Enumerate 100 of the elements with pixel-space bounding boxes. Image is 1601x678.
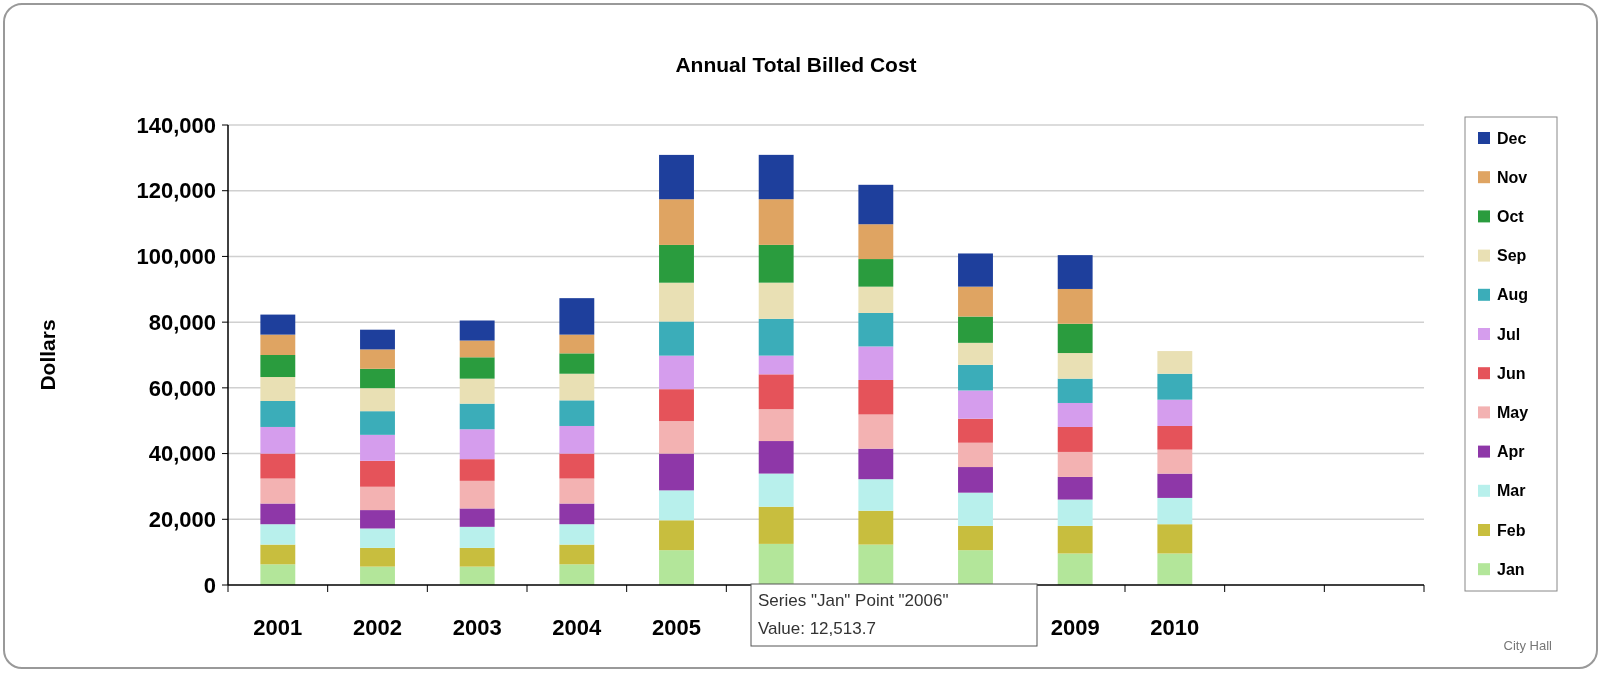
bar bbox=[360, 547, 395, 567]
bar bbox=[758, 543, 794, 585]
bar bbox=[1057, 451, 1093, 477]
y-tick-label: 40,000 bbox=[148, 441, 216, 467]
bar bbox=[1057, 288, 1093, 324]
y-tick-label: 120,000 bbox=[136, 178, 216, 204]
bar bbox=[1057, 499, 1093, 526]
x-tick-label: 2001 bbox=[253, 615, 303, 640]
bar bbox=[1057, 378, 1093, 403]
bar bbox=[1057, 323, 1093, 354]
y-tick-label: 80,000 bbox=[148, 309, 216, 335]
text: Value: 12,513.7 bbox=[758, 619, 876, 638]
bar bbox=[559, 334, 595, 354]
bar bbox=[459, 480, 495, 509]
bar bbox=[1057, 476, 1093, 500]
bar bbox=[758, 355, 794, 375]
bar bbox=[958, 342, 993, 365]
y-tick-label: 20,000 bbox=[148, 506, 216, 532]
bar bbox=[858, 286, 894, 313]
bar bbox=[858, 510, 894, 545]
bar bbox=[958, 467, 993, 493]
bar bbox=[360, 460, 395, 487]
bar bbox=[260, 564, 296, 585]
bar bbox=[360, 486, 395, 511]
bar bbox=[559, 503, 595, 525]
bar bbox=[459, 320, 495, 341]
bar bbox=[758, 318, 794, 356]
bar bbox=[260, 401, 296, 427]
x-tick-label: 2009 bbox=[1050, 615, 1100, 640]
bar bbox=[459, 429, 495, 460]
bar bbox=[260, 426, 296, 454]
bar bbox=[659, 199, 694, 245]
legend-label: Oct bbox=[1497, 208, 1525, 225]
text: Series "Jan" Point "2006" bbox=[758, 591, 949, 610]
bar bbox=[360, 566, 395, 585]
bar bbox=[958, 492, 993, 526]
bar bbox=[758, 199, 794, 245]
bar bbox=[260, 314, 296, 335]
bar bbox=[758, 244, 794, 283]
bar bbox=[858, 414, 894, 449]
legend-label: Feb bbox=[1497, 521, 1526, 539]
bar bbox=[958, 390, 993, 419]
bar bbox=[858, 448, 894, 480]
bar bbox=[958, 364, 993, 391]
bar bbox=[559, 478, 595, 504]
bar bbox=[1157, 473, 1193, 498]
y-tick-label: 140,000 bbox=[136, 112, 216, 138]
bar bbox=[758, 374, 794, 410]
bar bbox=[858, 312, 894, 347]
bar bbox=[360, 528, 395, 548]
bar bbox=[858, 184, 894, 225]
bar bbox=[958, 418, 993, 443]
bar bbox=[260, 478, 296, 504]
legend-label: Nov bbox=[1497, 168, 1528, 186]
bar bbox=[260, 544, 296, 565]
legend-label: May bbox=[1497, 404, 1529, 421]
bar bbox=[1157, 399, 1193, 426]
y-tick-label: 100,000 bbox=[136, 244, 216, 270]
bar bbox=[559, 353, 595, 374]
legend-label: Jul bbox=[1497, 325, 1521, 343]
bar bbox=[360, 349, 395, 369]
bar bbox=[659, 453, 694, 491]
bar bbox=[1057, 255, 1093, 289]
bar bbox=[459, 508, 495, 527]
bar bbox=[659, 154, 694, 200]
bar bbox=[858, 259, 894, 287]
x-tick-label: 2004 bbox=[552, 615, 603, 640]
bar bbox=[659, 520, 694, 551]
bar bbox=[659, 282, 694, 322]
bar bbox=[1157, 524, 1193, 554]
bar bbox=[1157, 351, 1193, 374]
x-tick-label: 2002 bbox=[353, 615, 402, 640]
bar bbox=[858, 379, 894, 415]
bar bbox=[1157, 425, 1193, 450]
bar bbox=[659, 244, 694, 283]
bar bbox=[559, 425, 595, 454]
bar bbox=[758, 282, 794, 319]
bar bbox=[1057, 553, 1093, 585]
bar bbox=[858, 346, 894, 380]
legend-label: Apr bbox=[1497, 443, 1525, 461]
bar bbox=[659, 550, 694, 585]
bar bbox=[459, 459, 495, 481]
bar bbox=[659, 421, 694, 454]
bar bbox=[260, 524, 296, 545]
bar bbox=[459, 526, 495, 548]
bar bbox=[858, 479, 894, 511]
bar bbox=[958, 550, 993, 585]
bar bbox=[1157, 497, 1193, 525]
bar bbox=[758, 441, 794, 474]
x-tick-label: 2003 bbox=[452, 615, 502, 640]
bar bbox=[360, 434, 395, 461]
y-tick-label: 0 bbox=[203, 572, 216, 598]
bar bbox=[858, 224, 894, 260]
bar bbox=[758, 409, 794, 442]
bar bbox=[559, 524, 595, 545]
bar bbox=[559, 544, 595, 565]
legend-label: Mar bbox=[1497, 482, 1526, 500]
bar bbox=[459, 547, 495, 567]
bar bbox=[260, 334, 296, 355]
x-tick-label: 2005 bbox=[652, 615, 701, 640]
